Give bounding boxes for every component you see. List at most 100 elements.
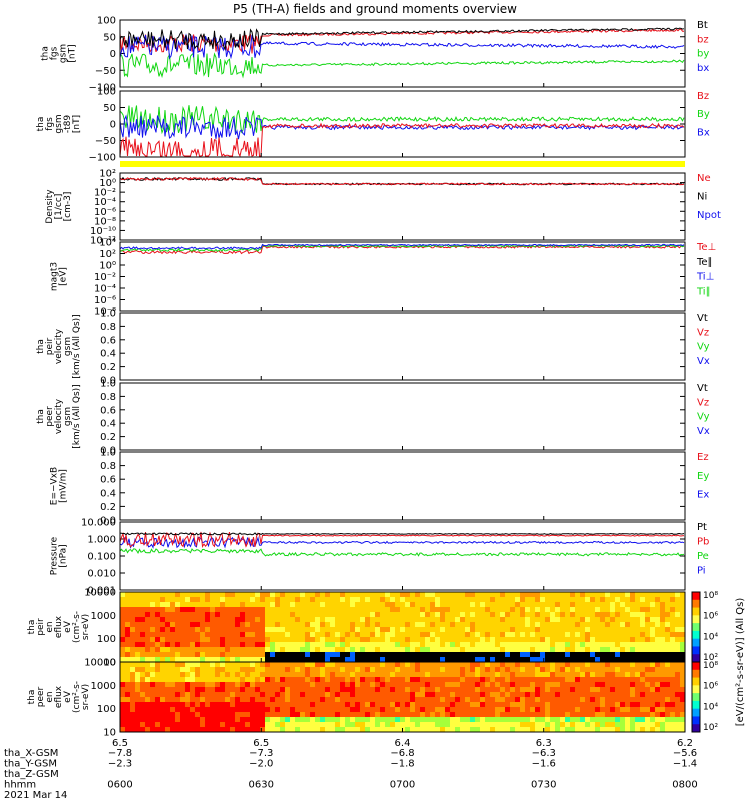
spectrogram-cell — [185, 702, 190, 707]
ylabel-line: Pressure — [50, 536, 60, 575]
spectrogram-cell — [345, 622, 350, 627]
spectrogram-cell — [225, 692, 230, 697]
spectrogram-cell — [545, 657, 550, 662]
spectrogram-cell — [660, 717, 665, 722]
spectrogram-cell — [420, 597, 425, 602]
spectrogram-cell — [365, 602, 370, 607]
spectrogram-cell — [425, 682, 430, 687]
spectrogram-cell — [240, 687, 245, 692]
spectrogram-cell — [565, 592, 570, 597]
spectrogram-cell — [475, 702, 480, 707]
spectrogram-cell — [560, 607, 565, 612]
spectrogram-cell — [545, 677, 550, 682]
spectrogram-cell — [195, 712, 200, 717]
spectrogram-cell — [255, 652, 260, 657]
spectrogram-cell — [165, 657, 170, 662]
spectrogram-cell — [350, 717, 355, 722]
spectrogram-cell — [485, 632, 490, 637]
spectrogram-cell — [305, 592, 310, 597]
spectrogram-cell — [660, 682, 665, 687]
spectrogram-cell — [125, 697, 130, 702]
spectrogram-cell — [550, 627, 555, 632]
spectrogram-cell — [245, 677, 250, 682]
spectrogram-cell — [365, 607, 370, 612]
spectrogram-cell — [330, 617, 335, 622]
spectrogram-cell — [340, 702, 345, 707]
spectrogram-cell — [375, 682, 380, 687]
spectrogram-cell — [535, 692, 540, 697]
spectrogram-cell — [315, 592, 320, 597]
spectrogram-cell — [180, 622, 185, 627]
spectrogram-cell — [365, 727, 370, 732]
spectrogram-cell — [125, 687, 130, 692]
spectrogram-cell — [380, 622, 385, 627]
spectrogram-cell — [500, 682, 505, 687]
spectrogram-cell — [600, 632, 605, 637]
spectrogram-cell — [485, 672, 490, 677]
spectrogram-cell — [665, 652, 670, 657]
spectrogram-cell — [530, 707, 535, 712]
spectrogram-cell — [250, 662, 255, 667]
spectrogram-cell — [265, 667, 270, 672]
spectrogram-cell — [490, 637, 495, 642]
spectrogram-cell — [610, 717, 615, 722]
spectrogram-cell — [650, 617, 655, 622]
spectrogram-cell — [275, 632, 280, 637]
spectrogram-cell — [505, 707, 510, 712]
spectrogram-cell — [585, 592, 590, 597]
spectrogram-cell — [600, 697, 605, 702]
spectrogram-cell — [235, 597, 240, 602]
spectrogram-cell — [520, 642, 525, 647]
spectrogram-cell — [140, 707, 145, 712]
spectrogram-cell — [170, 602, 175, 607]
spectrogram-cell — [680, 602, 685, 607]
spectrogram-cell — [220, 702, 225, 707]
spectrogram-cell — [250, 647, 255, 652]
ylabel-line: en — [45, 621, 55, 632]
spectrogram-cell — [175, 682, 180, 687]
spectrogram-cell — [160, 622, 165, 627]
spectrogram-cell — [210, 597, 215, 602]
spectrogram-cell — [395, 602, 400, 607]
spectrogram-cell — [490, 612, 495, 617]
spectrogram-cell — [435, 632, 440, 637]
spectrogram-cell — [200, 697, 205, 702]
spectrogram-cell — [265, 612, 270, 617]
spectrogram-cell — [410, 617, 415, 622]
spectrogram-cell — [185, 652, 190, 657]
spectrogram-cell — [195, 717, 200, 722]
spectrogram-cell — [515, 712, 520, 717]
spectrogram-cell — [660, 727, 665, 732]
spectrogram-cell — [215, 662, 220, 667]
spectrogram-cell — [365, 722, 370, 727]
spectrogram-cell — [150, 602, 155, 607]
spectrogram-cell — [580, 597, 585, 602]
spectrogram-cell — [175, 622, 180, 627]
spectrogram-cell — [150, 702, 155, 707]
spectrogram-cell — [265, 677, 270, 682]
spectrogram-cell — [455, 622, 460, 627]
spectrogram-cell — [340, 612, 345, 617]
spectrogram-cell — [135, 592, 140, 597]
spectrogram-cell — [425, 602, 430, 607]
spectrogram-cell — [135, 687, 140, 692]
spectrogram-cell — [635, 707, 640, 712]
spectrogram-cell — [605, 607, 610, 612]
spectrogram-cell — [195, 592, 200, 597]
spectrogram-cell — [625, 612, 630, 617]
spectrogram-cell — [275, 657, 280, 662]
spectrogram-cell — [425, 702, 430, 707]
spectrogram-cell — [380, 677, 385, 682]
spectrogram-cell — [575, 622, 580, 627]
spectrogram-cell — [570, 717, 575, 722]
spectrogram-cell — [515, 672, 520, 677]
spectrogram-cell — [170, 592, 175, 597]
spectrogram-cell — [150, 597, 155, 602]
spectrogram-cell — [280, 677, 285, 682]
spectrogram-cell — [530, 667, 535, 672]
spectrogram-cell — [610, 602, 615, 607]
spectrogram-cell — [425, 707, 430, 712]
spectrogram-cell — [405, 592, 410, 597]
spectrogram-cell — [405, 617, 410, 622]
spectrogram-cell — [255, 707, 260, 712]
